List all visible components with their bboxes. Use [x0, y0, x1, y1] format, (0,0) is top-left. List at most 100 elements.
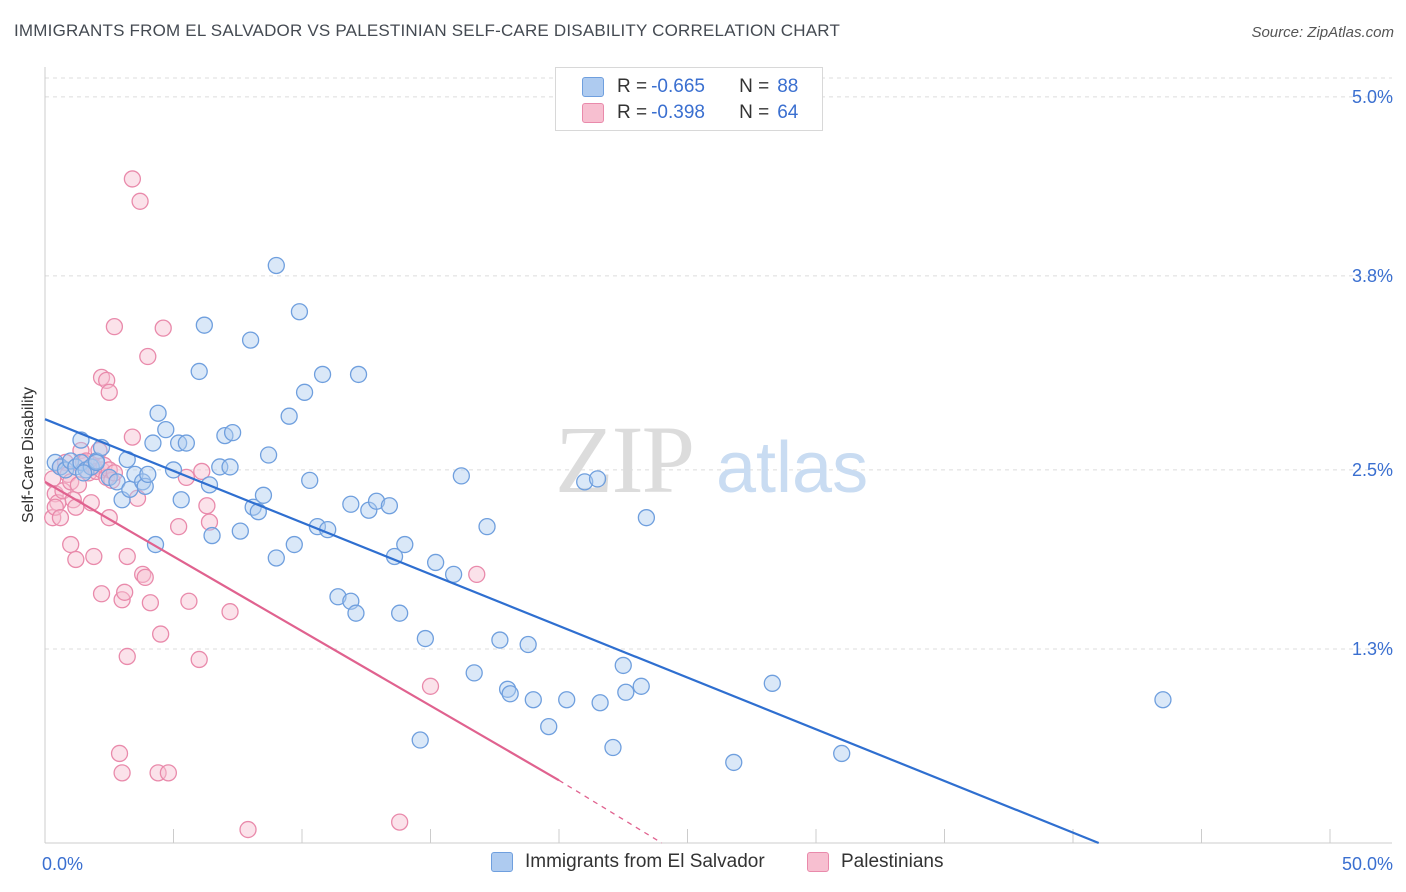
el-salvador-point	[416, 629, 435, 648]
el-salvador-point	[558, 691, 576, 709]
grid-lines	[45, 77, 1392, 650]
palestinian-point	[85, 547, 103, 566]
el-salvador-point	[149, 404, 167, 422]
el-salvador-point	[56, 461, 75, 479]
palestinian-point	[151, 625, 170, 643]
legend-label-palestinians: Palestinians	[841, 851, 944, 872]
palestinian-point	[118, 647, 136, 666]
palestinian-point	[391, 813, 409, 831]
palestinian-point	[62, 535, 80, 554]
el-salvador-point	[267, 256, 285, 275]
r-value: -0.398	[651, 102, 705, 123]
y-tick-labels: 1.3% 2.5% 3.8% 5.0%	[1352, 87, 1393, 659]
r-label: R =	[617, 102, 648, 123]
y-tick-label: 3.8%	[1352, 266, 1393, 286]
el-salvador-point	[195, 316, 213, 334]
n-label: N =	[739, 102, 770, 123]
el-salvador-point	[285, 535, 303, 554]
el-salvador-point	[725, 753, 743, 772]
el-salvador-point	[290, 303, 309, 321]
palestinian-point	[169, 517, 188, 536]
el-salvador-trend-line	[44, 418, 1100, 845]
palestinian-point	[180, 592, 198, 610]
palestinian-point	[239, 820, 257, 839]
y-tick-label: 5.0%	[1352, 87, 1393, 107]
palestinian-point	[136, 568, 154, 587]
el-salvador-point	[444, 565, 463, 584]
palestinian-point	[134, 565, 152, 584]
el-salvador-point	[280, 407, 298, 425]
palestinian-point	[110, 744, 129, 763]
el-salvador-point	[313, 365, 332, 384]
palestinian-point	[92, 585, 111, 603]
el-salvador-point	[157, 420, 175, 439]
el-salvador-point	[108, 473, 126, 491]
palestinian-point	[51, 509, 70, 527]
el-salvador-point	[342, 495, 360, 513]
el-salvador-point	[637, 509, 656, 527]
palestinian-point	[100, 383, 118, 401]
palestinian-point	[200, 513, 219, 531]
palestinians-points	[44, 170, 486, 839]
el-salvador-point	[259, 446, 278, 464]
el-salvador-point	[172, 491, 190, 509]
el-salvador-point	[391, 604, 409, 622]
legend-row-palestinians: R = -0.398 N = 64	[582, 101, 798, 125]
watermark-zip: ZIP	[555, 406, 693, 513]
r-value: -0.665	[651, 76, 705, 97]
legend-row-el-salvador: R = -0.665 N = 88	[582, 75, 798, 99]
palestinian-point	[190, 650, 208, 669]
legend-label-el-salvador: Immigrants from El Salvador	[525, 851, 765, 872]
el-salvador-point	[329, 588, 347, 606]
x-tick-label-max: 50.0%	[1342, 854, 1393, 874]
el-salvador-point	[241, 331, 260, 349]
el-salvador-point	[524, 691, 542, 709]
palestinian-point	[139, 347, 157, 366]
palestinian-trend-line	[44, 480, 560, 782]
source-label: Source: ZipAtlas.com	[1251, 24, 1394, 41]
series-legend: Immigrants from El Salvador Palestinians	[0, 851, 1406, 879]
el-salvador-point	[588, 470, 607, 488]
palestinian-point	[113, 764, 131, 782]
palestinian-point	[468, 565, 486, 584]
n-label: N =	[739, 76, 770, 97]
palestinian-point	[193, 462, 211, 481]
el-salvador-point	[254, 486, 273, 504]
el-salvador-point	[614, 656, 632, 675]
el-salvador-point	[763, 674, 781, 692]
palestinian-trend-extension	[558, 779, 663, 844]
r-label: R =	[617, 76, 648, 97]
el-salvador-point	[576, 473, 594, 491]
legend-item-el-salvador: Immigrants from El Salvador	[491, 851, 765, 873]
el-salvador-point	[632, 677, 650, 695]
legend-swatch-pink	[582, 103, 604, 123]
palestinian-point	[131, 192, 149, 210]
el-salvador-point	[501, 685, 519, 703]
legend-item-palestinians: Palestinians	[807, 851, 943, 873]
el-salvador-point	[478, 517, 496, 536]
el-salvador-point	[367, 492, 386, 510]
palestinian-point	[421, 677, 440, 695]
el-salvador-point	[491, 631, 509, 649]
trend-lines	[44, 418, 1100, 845]
el-salvador-point	[833, 744, 851, 763]
el-salvador-point	[396, 535, 414, 554]
y-tick-label: 2.5%	[1352, 460, 1393, 480]
el-salvador-point	[203, 526, 221, 545]
palestinian-point	[116, 583, 134, 601]
el-salvador-point	[617, 683, 635, 701]
el-salvador-point	[519, 635, 537, 654]
watermark: ZIP atlas	[555, 406, 868, 513]
el-salvador-point	[604, 738, 622, 757]
el-salvador-point	[452, 467, 470, 485]
el-salvador-point	[87, 453, 106, 472]
palestinian-point	[198, 497, 216, 515]
palestinian-point	[154, 319, 172, 337]
el-salvador-point	[591, 694, 609, 712]
palestinian-point	[92, 368, 111, 387]
palestinian-point	[46, 498, 64, 516]
el-salvador-point	[380, 497, 399, 515]
chart-title: IMMIGRANTS FROM EL SALVADOR VS PALESTINI…	[14, 21, 841, 40]
el-salvador-point	[540, 717, 558, 736]
el-salvador-points	[46, 256, 1172, 772]
